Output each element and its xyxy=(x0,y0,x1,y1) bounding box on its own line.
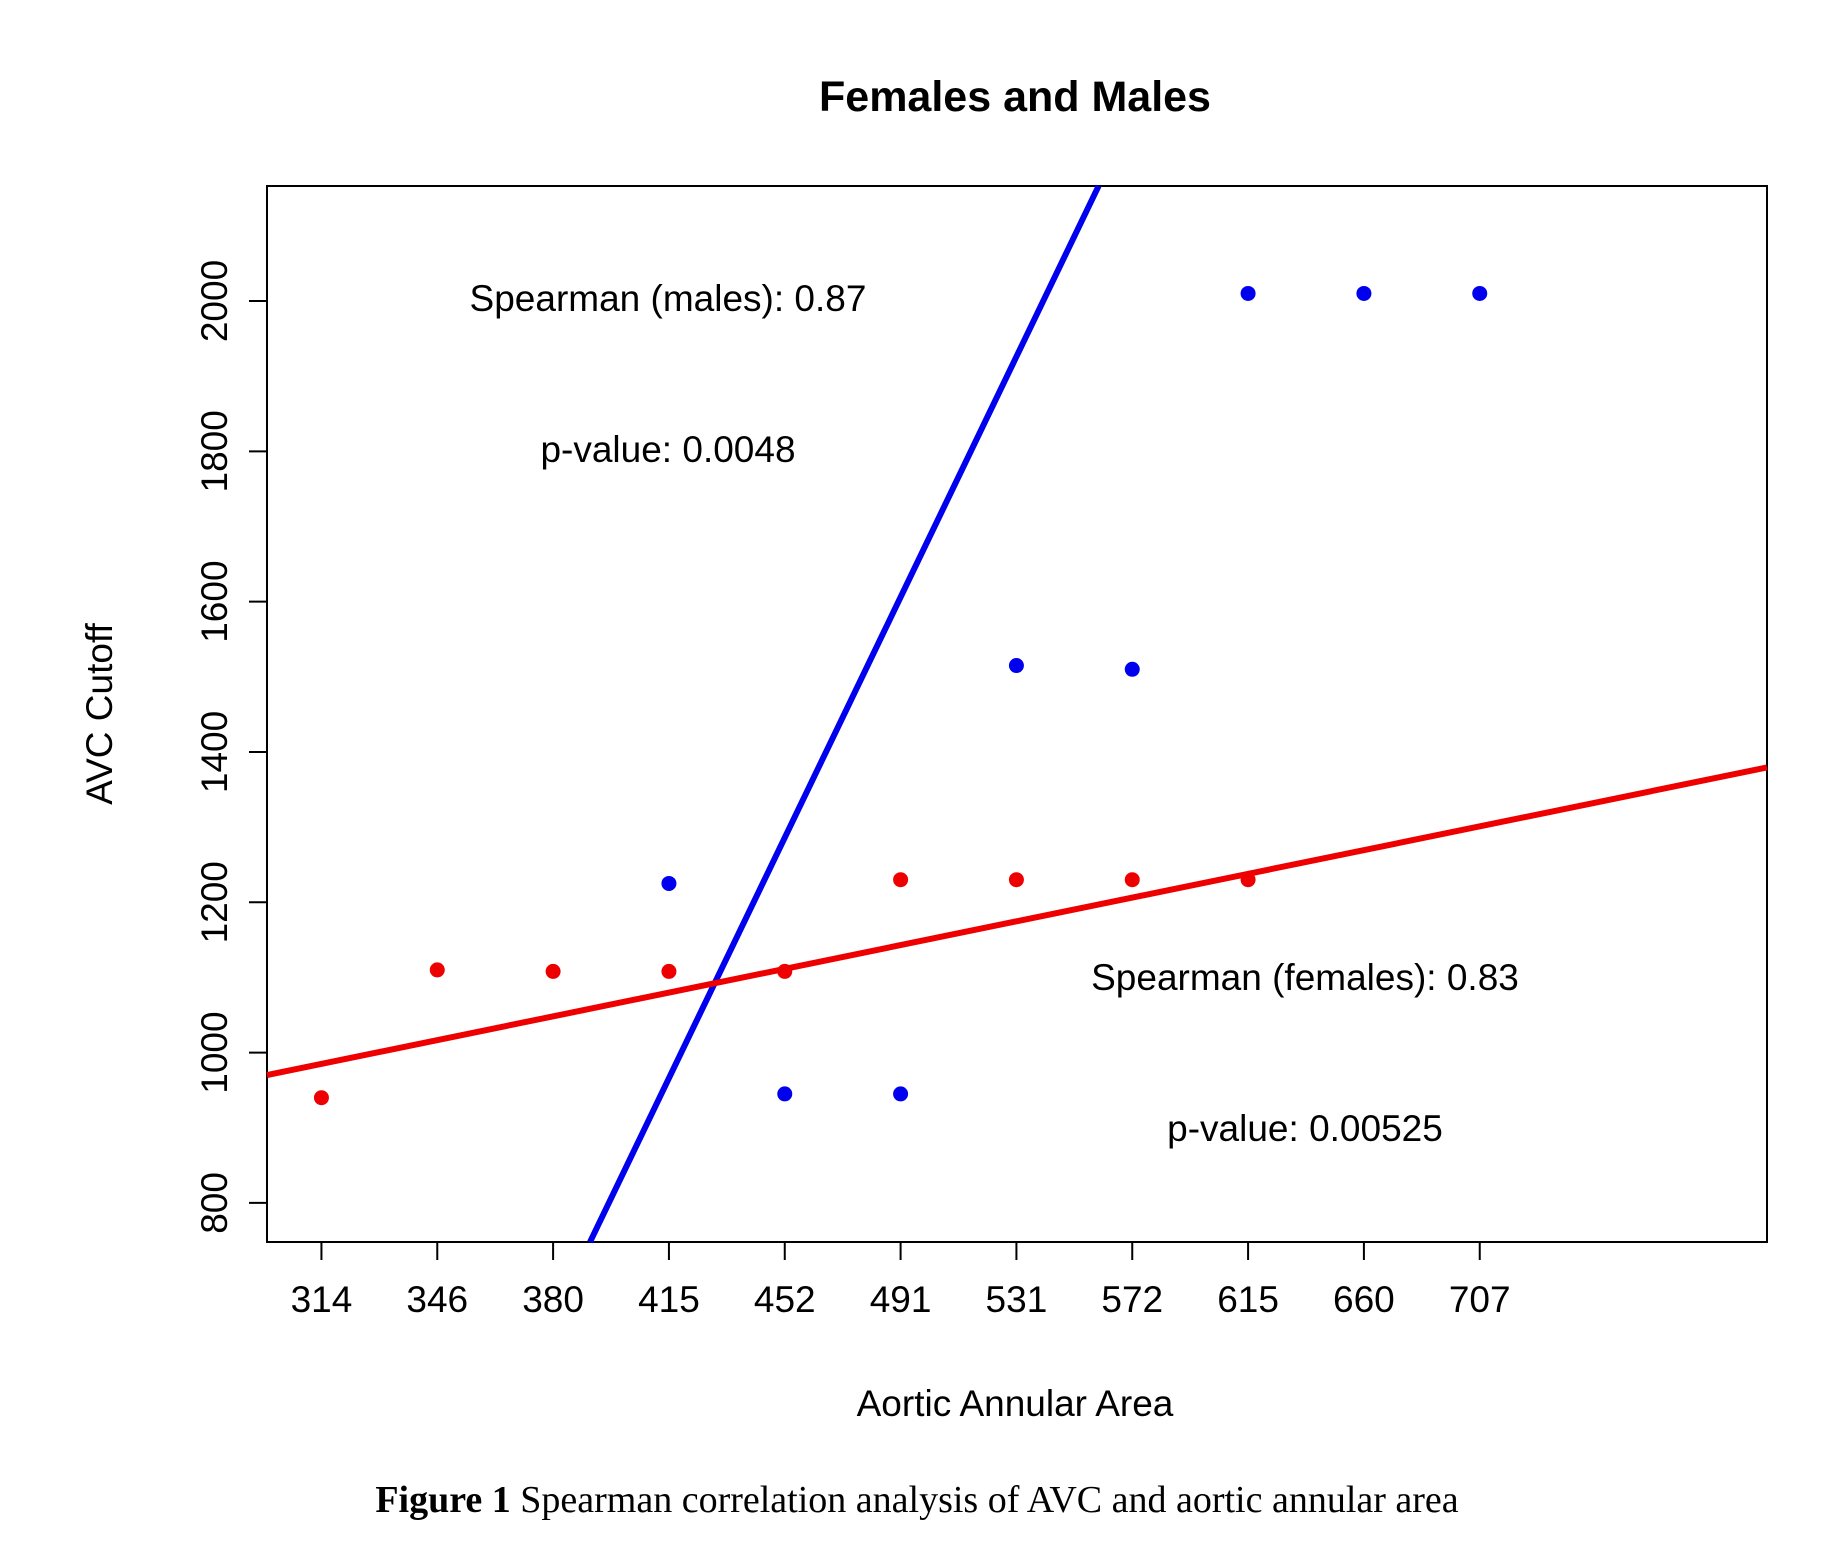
y-tick-label: 1800 xyxy=(194,410,235,492)
x-tick-label: 572 xyxy=(1101,1279,1163,1320)
annotation-males-spearman: Spearman (males): 0.87 xyxy=(470,278,867,319)
point-females xyxy=(893,872,909,888)
point-females xyxy=(1240,872,1256,888)
chart-title: Females and Males xyxy=(819,73,1211,121)
point-females xyxy=(777,963,793,979)
x-tick-label: 380 xyxy=(522,1279,584,1320)
point-males xyxy=(777,1086,793,1102)
x-axis-label: Aortic Annular Area xyxy=(857,1383,1174,1424)
point-females xyxy=(545,963,561,979)
fit-line-males xyxy=(587,184,1102,1244)
annotation-females-pvalue: p-value: 0.00525 xyxy=(1167,1108,1443,1149)
annotation-females-spearman: Spearman (females): 0.83 xyxy=(1091,957,1519,998)
point-males xyxy=(1356,285,1372,301)
x-tick-label: 707 xyxy=(1449,1279,1511,1320)
annotation-males-pvalue: p-value: 0.0048 xyxy=(540,429,795,470)
y-tick-label: 1000 xyxy=(194,1011,235,1093)
figure-caption-label: Figure 1 xyxy=(375,1479,511,1521)
fit-lines xyxy=(266,184,1768,1244)
y-tick-label: 800 xyxy=(194,1172,235,1234)
point-females xyxy=(1008,872,1024,888)
y-axis-label: AVC Cutoff xyxy=(79,622,120,804)
x-tick-label: 346 xyxy=(406,1279,468,1320)
x-tick-label: 452 xyxy=(754,1279,816,1320)
point-females xyxy=(313,1090,329,1106)
x-tick-label: 615 xyxy=(1217,1279,1279,1320)
figure-caption: Figure 1 Spearman correlation analysis o… xyxy=(0,1478,1834,1522)
point-males xyxy=(893,1086,909,1102)
point-males xyxy=(1472,285,1488,301)
x-tick-label: 314 xyxy=(291,1279,353,1320)
x-tick-label: 491 xyxy=(870,1279,932,1320)
point-females xyxy=(1124,872,1140,888)
y-axis: 800 1000 1200 1400 1600 1800 2000 xyxy=(194,260,268,1234)
point-males xyxy=(1008,658,1024,674)
plot-frame xyxy=(266,185,1768,1243)
x-axis: 314 346 380 415 452 491 531 572 615 660 707 xyxy=(291,1241,1511,1320)
y-tick-label: 2000 xyxy=(194,260,235,342)
y-tick-label: 1400 xyxy=(194,711,235,793)
x-tick-label: 660 xyxy=(1333,1279,1395,1320)
point-females xyxy=(661,963,677,979)
x-tick-label: 415 xyxy=(638,1279,700,1320)
point-males xyxy=(1240,285,1256,301)
x-tick-label: 531 xyxy=(986,1279,1048,1320)
point-males xyxy=(661,875,677,891)
fit-line-females xyxy=(266,764,1768,1078)
y-tick-label: 1200 xyxy=(194,861,235,943)
point-males xyxy=(1124,661,1140,677)
figure-caption-text: Spearman correlation analysis of AVC and… xyxy=(510,1479,1459,1521)
point-females xyxy=(429,962,445,978)
data-points xyxy=(313,285,1488,1106)
y-tick-label: 1600 xyxy=(194,560,235,642)
